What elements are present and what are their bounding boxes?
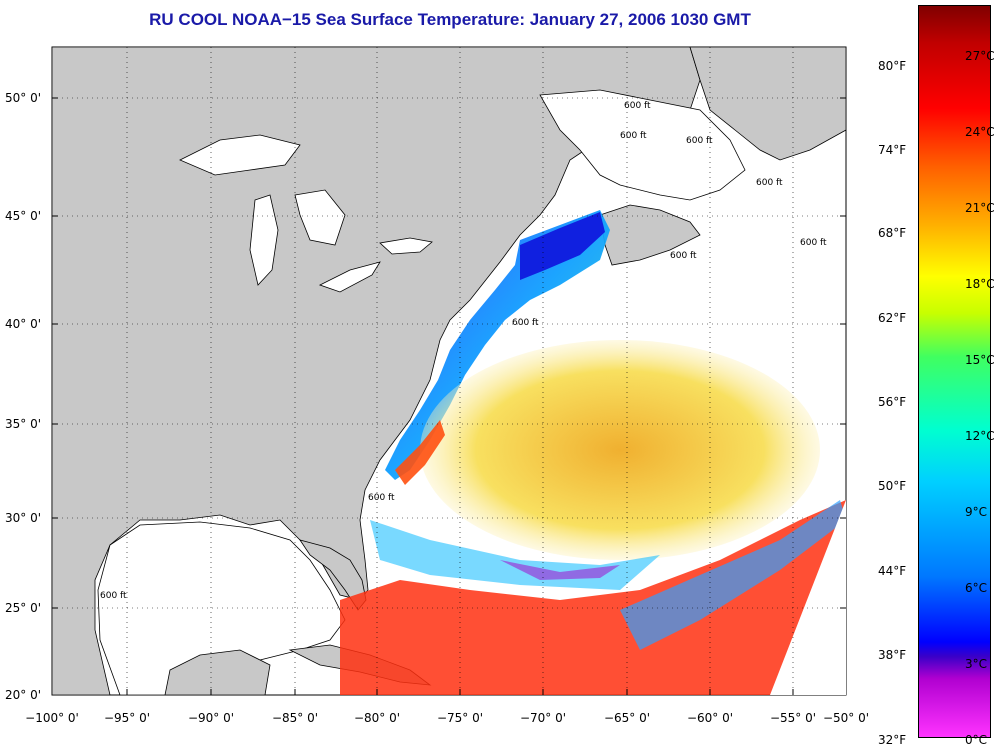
lon-label: −50° 0' (823, 711, 869, 725)
lon-label: −70° 0' (520, 711, 566, 725)
sst-band-purple (500, 560, 620, 580)
lon-label: −75° 0' (437, 711, 483, 725)
tick-marks (52, 97, 846, 695)
colorbar-c-label: 0°C (965, 733, 988, 747)
isobath-label: 600 ft (670, 251, 697, 261)
lon-label: −80° 0' (354, 711, 400, 725)
colorbar-c-label: 24°C (965, 125, 995, 139)
colorbar-f-label: 44°F (878, 564, 907, 578)
lon-label: −55° 0' (770, 711, 816, 725)
isobath-label: 600 ft (624, 101, 651, 111)
temperature-colorbar (918, 5, 991, 738)
isobath-label: 600 ft (512, 318, 539, 328)
colorbar-c-label: 18°C (965, 277, 995, 291)
isobath-labels: 600 ft 600 ft 600 ft 600 ft 600 ft 600 f… (100, 101, 827, 601)
colorbar-c-label: 12°C (965, 429, 995, 443)
gulf-of-mexico (97, 521, 346, 695)
colorbar-c-label: 15°C (965, 353, 995, 367)
no-data-southeast (770, 500, 846, 695)
lat-label: 45° 0' (5, 209, 41, 223)
isobath-label: 600 ft (800, 238, 827, 248)
graticule (52, 47, 846, 695)
lake-huron (294, 189, 346, 246)
lake-superior (179, 134, 301, 176)
land-maritimes (689, 47, 846, 161)
land-north-america (52, 47, 701, 695)
colorbar-f-label: 32°F (878, 733, 907, 747)
lon-label: −85° 0' (272, 711, 318, 725)
lon-label: −65° 0' (604, 711, 650, 725)
colorbar-f-label: 80°F (878, 59, 907, 73)
lat-label: 20° 0' (5, 688, 41, 702)
sst-offshore-warm (420, 340, 820, 560)
colorbar-f-label: 38°F (878, 648, 907, 662)
sst-gulf-stream (395, 420, 445, 485)
colorbar-f-label: 74°F (878, 143, 907, 157)
sst-southeast-blue (620, 500, 846, 650)
colorbar-c-label: 9°C (965, 505, 988, 519)
lon-label: −90° 0' (188, 711, 234, 725)
isobath-label: 600 ft (620, 131, 647, 141)
lat-label: 50° 0' (5, 91, 41, 105)
lake-erie (318, 261, 381, 293)
lat-label: 30° 0' (5, 511, 41, 525)
lon-label: −95° 0' (104, 711, 150, 725)
map-title: RU COOL NOAA−15 Sea Surface Temperature:… (149, 10, 751, 29)
isobath-label: 600 ft (686, 136, 713, 146)
colorbar-f-label: 50°F (878, 479, 907, 493)
lon-label: −60° 0' (687, 711, 733, 725)
lat-label: 40° 0' (5, 317, 41, 331)
land-yucatan (164, 649, 271, 695)
land-nova-scotia (599, 204, 701, 266)
latitude-labels: 50° 0' 45° 0' 40° 0' 35° 0' 30° 0' 25° 0… (5, 91, 41, 702)
lon-label: −100° 0' (25, 711, 79, 725)
sst-southeast-warm (340, 500, 846, 695)
colorbar-c-label: 21°C (965, 201, 995, 215)
sst-gulf-of-maine (520, 212, 605, 280)
colorbar-c-label: 3°C (965, 657, 988, 671)
colorbar-c-label: 6°C (965, 581, 988, 595)
colorbar-f-label: 56°F (878, 395, 907, 409)
colorbar-f-label: 62°F (878, 311, 907, 325)
isobath-label: 600 ft (100, 591, 127, 601)
isobath-label: 600 ft (756, 178, 783, 188)
lake-ontario (379, 237, 433, 255)
lat-label: 25° 0' (5, 601, 41, 615)
colorbar-f-label: 68°F (878, 226, 907, 240)
lat-label: 35° 0' (5, 417, 41, 431)
colorbar-c-label: 27°C (965, 49, 995, 63)
isobath-label: 600 ft (368, 493, 395, 503)
longitude-labels: −100° 0' −95° 0' −90° 0' −85° 0' −80° 0'… (25, 711, 869, 725)
gulf-st-lawrence (539, 89, 746, 201)
lake-michigan (249, 194, 279, 286)
